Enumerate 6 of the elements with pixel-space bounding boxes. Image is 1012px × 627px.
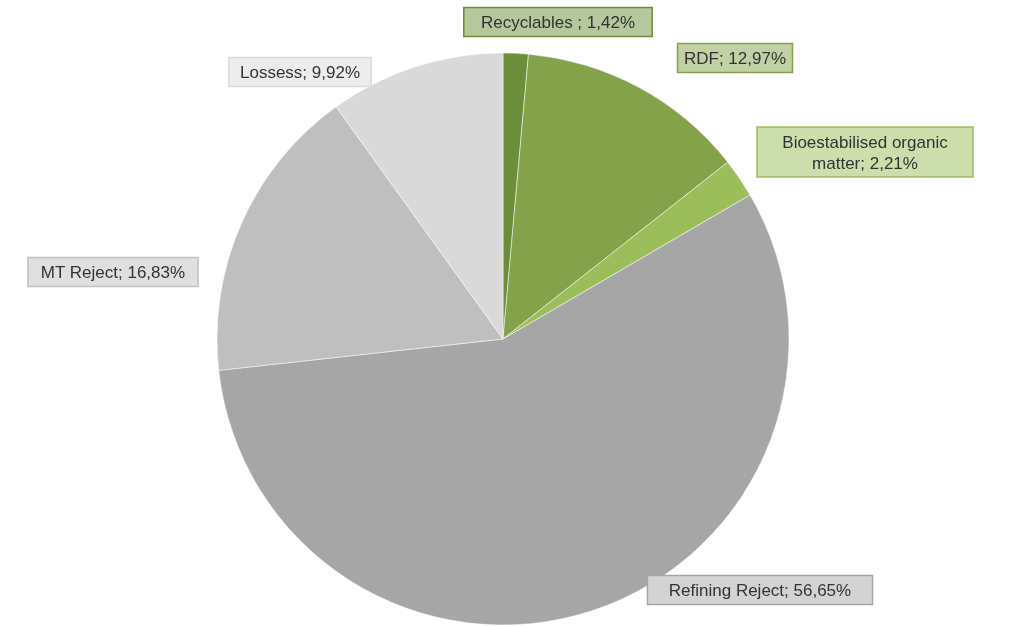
slice-label: Refining Reject; 56,65%	[668, 580, 852, 600]
slice-label: Lossess; 9,92%	[239, 62, 361, 82]
slice-label: RDF; 12,97%	[683, 48, 787, 68]
slice-label: Recyclables ; 1,42%	[480, 12, 636, 32]
slice-label: Bioestabilised organic matter; 2,21%	[782, 132, 949, 172]
slice-label: MT Reject; 16,83%	[40, 262, 186, 282]
